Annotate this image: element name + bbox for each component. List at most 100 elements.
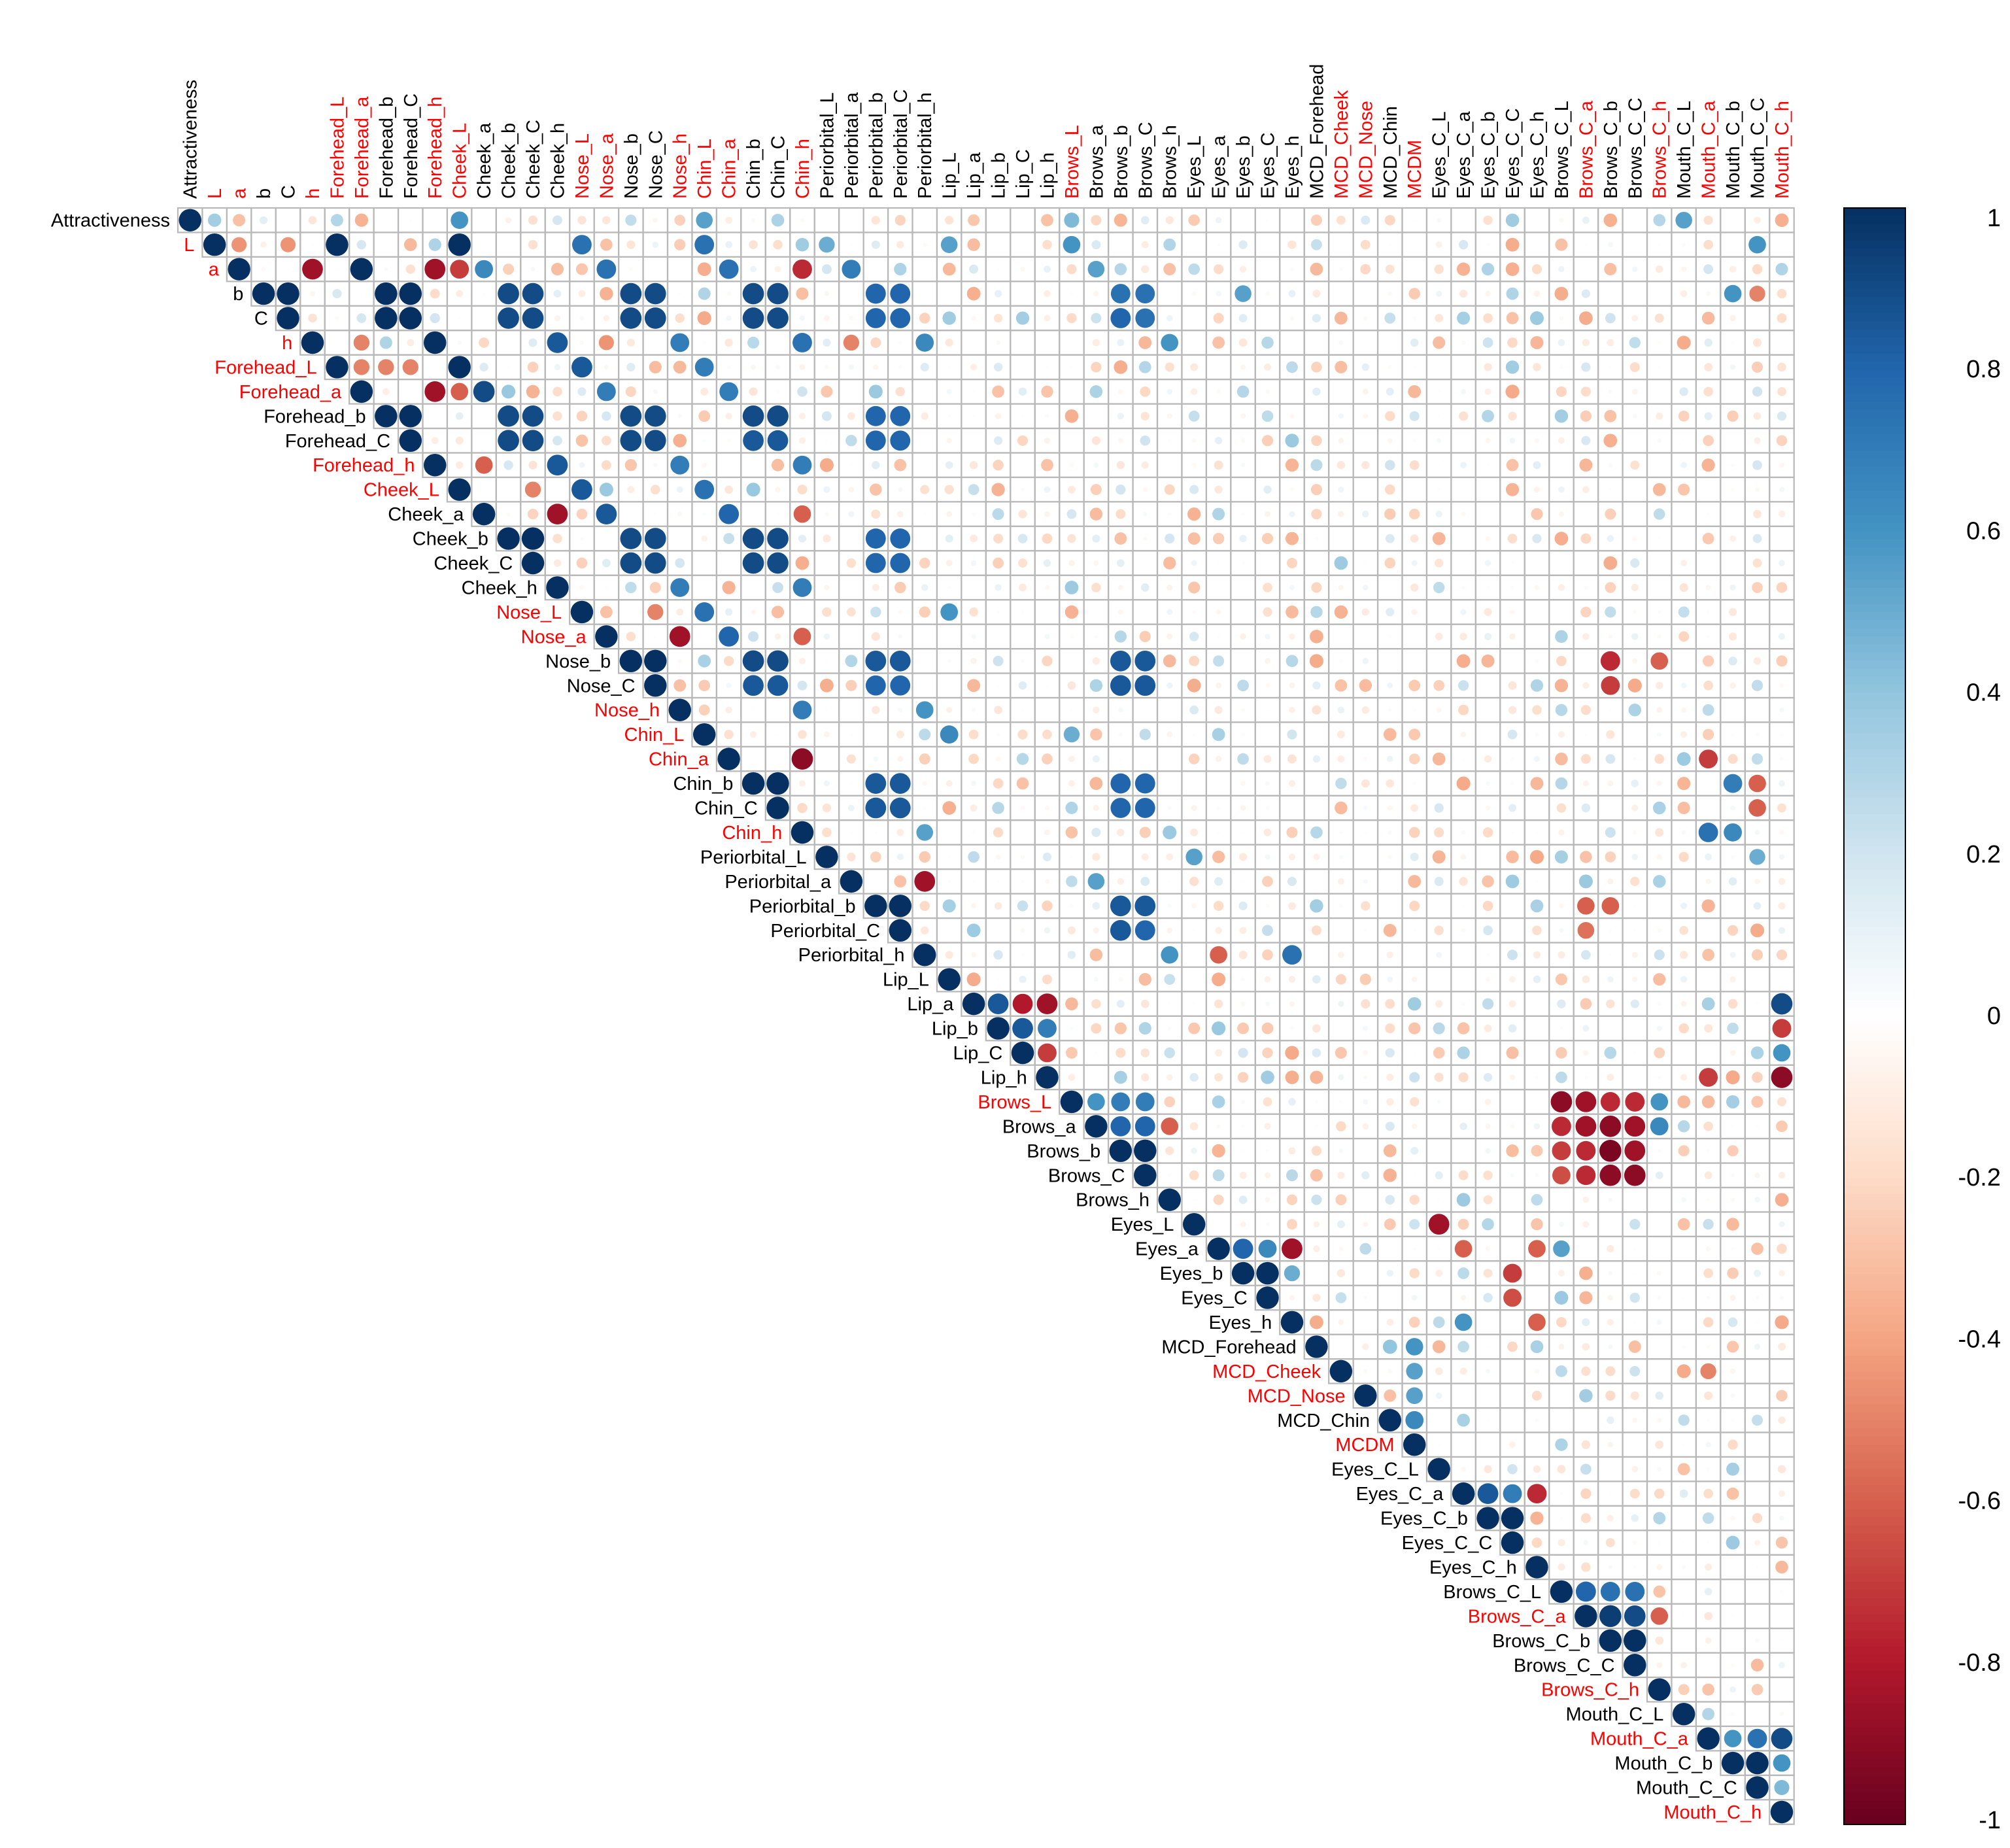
correlation-circle-Forehead_h-Mouth_C_b <box>1731 463 1735 467</box>
correlation-circle-Eyes_C_C-Brows_C_h <box>1658 1541 1661 1545</box>
correlation-circle-L-C <box>280 237 296 252</box>
correlation-circle-Chin_a-Periorbital_C <box>897 756 904 762</box>
correlation-circle-Eyes_C-MCD_Chin <box>1389 1297 1391 1299</box>
colorbar-segment <box>1844 1582 1905 1591</box>
colorbar-segment <box>1844 1323 1905 1332</box>
correlation-circle-b-Brows_h <box>1168 292 1171 295</box>
correlation-circle-Forehead_L-MCD_Nose <box>1361 363 1370 371</box>
correlation-circle-a-Mouth_C_h <box>1775 263 1788 276</box>
correlation-circle-Attractiveness-Chin_L <box>696 211 713 229</box>
correlation-circle-Nose_b-Periorbital_a <box>845 655 858 668</box>
correlation-circle-C-Brows_C_C <box>1631 315 1639 322</box>
correlation-circle-h-Brows_b <box>1117 339 1125 347</box>
correlation-circle-Periorbital_C-MCD_Cheek <box>1340 929 1342 932</box>
correlation-circle-Eyes_C_a-Mouth_C_a <box>1703 1488 1713 1499</box>
correlation-circle-Nose_h-Nose_h <box>668 698 691 721</box>
correlation-circle-Lip_b-MCD_Nose <box>1363 1025 1369 1031</box>
correlation-circle-L-Chin_L <box>694 235 715 255</box>
correlation-circle-Attractiveness-C <box>287 219 289 222</box>
correlation-circle-h-MCD_Nose <box>1365 342 1367 343</box>
correlation-circle-Cheek_h-Nose_L <box>579 585 585 590</box>
correlation-circle-Forehead_L-Chin_h <box>799 364 806 370</box>
correlation-circle-Chin_h-Lip_b <box>993 827 1004 838</box>
correlation-circle-Attractiveness-b <box>260 216 268 224</box>
correlation-circle-Forehead_C-Lip_h <box>1044 437 1051 444</box>
correlation-circle-b-Forehead_a <box>360 292 363 295</box>
correlation-circle-Lip_a-Lip_h <box>1036 993 1058 1015</box>
correlation-circle-Forehead_b-Brows_C_C <box>1632 413 1637 419</box>
correlation-circle-Lip_C-Eyes_C <box>1262 1047 1273 1059</box>
colorbar-segment <box>1844 700 1905 710</box>
correlation-circle-C-Eyes_C_b <box>1483 313 1493 323</box>
correlation-circle-Cheek_L-Periorbital_a <box>848 487 855 492</box>
correlation-circle-Periorbital_h-Lip_C <box>1021 953 1025 957</box>
correlation-circle-Cheek_a-Cheek_C <box>527 508 539 520</box>
correlation-circle-Brows_C_a-Brows_C_b <box>1599 1605 1622 1628</box>
correlation-circle-Forehead_a-Cheek_a <box>473 381 495 403</box>
correlation-circle-Periorbital_h-MCDM <box>1414 954 1416 956</box>
correlation-circle-Forehead_a-Periorbital_C <box>895 386 905 397</box>
correlation-circle-Cheek_b-Chin_L <box>701 535 707 542</box>
correlation-circle-Forehead_b-Mouth_C_a <box>1704 412 1712 420</box>
correlation-circle-Periorbital_b-Mouth_C_C <box>1753 902 1762 910</box>
colorbar-segment <box>1844 1040 1905 1050</box>
correlation-circle-Forehead_a-Mouth_C_a <box>1703 386 1713 397</box>
correlation-circle-Brows_h-MCD_Chin <box>1385 1195 1395 1205</box>
correlation-circle-Eyes_L-MCD_Cheek <box>1337 1220 1345 1229</box>
colorbar-segment <box>1844 1024 1905 1033</box>
correlation-circle-Cheek_a-Lip_a <box>972 512 976 517</box>
correlation-circle-Forehead_L-Nose_h <box>673 360 687 374</box>
correlation-circle-Periorbital_b-Eyes_C_b <box>1482 900 1493 912</box>
correlation-circle-Brows_C-Eyes_C <box>1264 1172 1271 1178</box>
colorbar-segment <box>1844 1395 1905 1405</box>
column-label-Eyes_h: Eyes_h <box>1282 135 1303 199</box>
correlation-circle-Periorbital_a-Eyes_L <box>1189 876 1199 886</box>
colorbar-segment <box>1844 1145 1905 1154</box>
correlation-circle-Cheek_L-Nose_C <box>650 485 660 494</box>
column-label-Nose_b: Nose_b <box>621 133 642 199</box>
correlation-circle-Lip_C-Eyes_a <box>1215 1049 1223 1057</box>
correlation-circle-Chin_L-Periorbital_h <box>919 728 931 741</box>
correlation-circle-Nose_a-Lip_C <box>1022 636 1023 638</box>
colorbar-segment <box>1844 943 1905 952</box>
correlation-circle-Lip_h-Brows_C <box>1141 1073 1150 1082</box>
correlation-circle-Eyes_b-MCD_Forehead <box>1316 1273 1318 1275</box>
correlation-circle-Brows_a-Eyes_C_h <box>1533 1123 1541 1130</box>
correlation-circle-Nose_L-Brows_a <box>1095 611 1097 613</box>
correlation-circle-L-Mouth_C_C <box>1748 235 1766 254</box>
correlation-circle-Nose_L-Eyes_C_L <box>1438 611 1440 613</box>
column-label-Eyes_C: Eyes_C <box>1258 132 1279 199</box>
correlation-circle-Chin_a-Mouth_C_h <box>1780 757 1784 761</box>
correlation-circle-Nose_C-Brows_C_C <box>1627 678 1642 693</box>
colorbar-segment <box>1844 1630 1905 1639</box>
correlation-circle-Cheek_C-Lip_C <box>1018 558 1028 568</box>
correlation-circle-L-Lip_L <box>940 236 958 253</box>
colorbar-segment <box>1844 596 1905 605</box>
correlation-circle-Lip_L-MCD_Chin <box>1387 976 1393 983</box>
correlation-circle-Chin_b-Brows_L <box>1068 780 1075 787</box>
correlation-circle-Chin_h-Brows_a <box>1091 827 1101 837</box>
correlation-circle-Periorbital_h-MCD_Cheek <box>1338 951 1344 959</box>
correlation-circle-Chin_b-Brows_C_C <box>1631 779 1639 787</box>
correlation-circle-Attractiveness-Chin_h <box>800 218 805 222</box>
correlation-circle-Cheek_C-Eyes_C_b <box>1484 560 1491 566</box>
correlation-circle-Lip_b-Brows_L <box>1070 1026 1074 1031</box>
correlation-circle-Brows_a-Brows_C_C <box>1624 1116 1646 1137</box>
correlation-circle-a-Brows_C <box>1141 265 1150 273</box>
column-label-Mouth_C_a: Mouth_C_a <box>1699 100 1720 199</box>
correlation-circle-Periorbital_C-MCD_Forehead <box>1311 925 1321 936</box>
correlation-circle-Eyes_b-MCD_Cheek <box>1337 1269 1346 1278</box>
correlation-circle-L-Nose_b <box>626 240 636 249</box>
correlation-circle-Eyes_h-Eyes_C_C <box>1511 1321 1514 1324</box>
correlation-circle-h-Chin_L <box>702 341 706 345</box>
row-label-Cheek_a: Cheek_a <box>388 504 464 525</box>
correlation-circle-Chin_C-MCD_Cheek <box>1335 801 1348 815</box>
row-label-Attractiveness: Attractiveness <box>51 211 170 231</box>
correlation-circle-Lip_b-Eyes_C <box>1261 1022 1274 1035</box>
correlation-circle-Nose_C-Lip_h <box>1046 684 1049 687</box>
correlation-circle-Nose_b-Chin_b <box>742 650 764 672</box>
correlation-circle-Chin_L-Brows_a <box>1090 728 1102 741</box>
correlation-circle-Cheek_a-Brows_C_a <box>1585 513 1587 515</box>
correlation-circle-Brows_a-Eyes_C_b <box>1485 1123 1491 1129</box>
correlation-circle-L-Nose_a <box>600 238 613 251</box>
